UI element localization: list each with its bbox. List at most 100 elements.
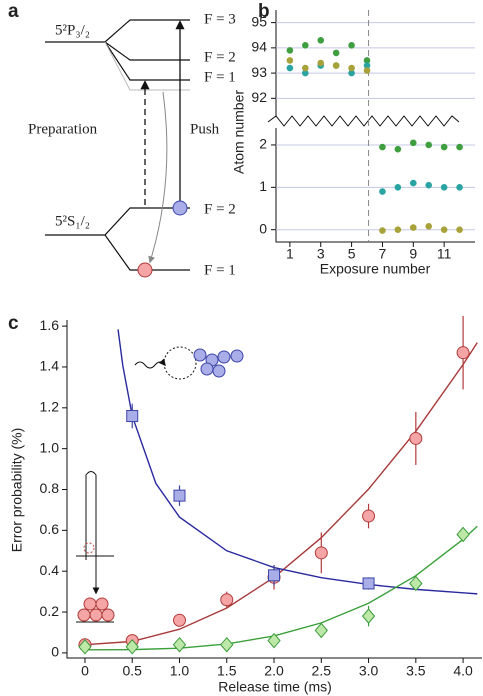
y-tick-label: 92 — [251, 89, 267, 105]
point — [379, 188, 386, 195]
inset-release — [76, 471, 115, 623]
f-label: F = 3 — [204, 11, 236, 27]
p-levels — [45, 19, 190, 81]
f-label: F = 2 — [204, 201, 236, 217]
x-tick-label: 1 — [286, 246, 294, 262]
point — [456, 526, 470, 543]
point — [440, 184, 448, 191]
point — [220, 593, 234, 607]
x-tick-label: 0.5 — [122, 663, 142, 679]
y-tick-label: 1.2 — [40, 399, 60, 415]
point — [456, 346, 470, 360]
f-label: F = 2 — [204, 49, 236, 65]
axis — [66, 320, 482, 659]
x-tick-label: 7 — [379, 246, 387, 262]
point — [409, 179, 417, 187]
point — [409, 431, 423, 445]
y-tick-label: 0.6 — [40, 521, 60, 537]
point — [267, 632, 281, 649]
point — [363, 57, 371, 64]
y-axis-label: Atom number — [231, 90, 247, 174]
point — [348, 64, 355, 72]
point — [286, 47, 294, 54]
point — [456, 184, 463, 191]
x-tick-label: 3.5 — [406, 663, 426, 679]
level-label: 5²P₃/₂ — [55, 22, 90, 38]
point — [425, 181, 433, 189]
y-tick-label: 93 — [251, 64, 267, 80]
level-label: 5²S₁/₂ — [55, 213, 90, 229]
y-tick-label: 95 — [251, 13, 267, 29]
panel-label: c — [8, 313, 19, 334]
y-tick-label: 1.6 — [40, 317, 60, 333]
y-tick-label: 0.4 — [40, 562, 60, 578]
point — [425, 223, 433, 230]
point — [362, 577, 375, 590]
decay-arrow — [148, 91, 168, 264]
point — [302, 64, 309, 72]
point — [172, 636, 187, 653]
atom — [137, 262, 153, 278]
x-tick-label: 2.5 — [312, 663, 332, 679]
x-tick-label: 3.0 — [359, 663, 379, 679]
arrow-label: Push — [190, 121, 220, 137]
y-tick-label: 1.0 — [40, 439, 60, 455]
point — [172, 613, 186, 627]
x-axis-label: Exposure number — [320, 261, 431, 277]
virtual-level — [104, 41, 190, 91]
fit-line — [84, 342, 478, 646]
atom — [172, 200, 188, 216]
y-tick-label: 1.4 — [40, 358, 60, 374]
point — [456, 226, 463, 234]
point — [268, 569, 281, 582]
axis-break — [267, 115, 460, 127]
point — [302, 69, 309, 77]
arrow-label: Preparation — [28, 121, 98, 137]
f-label: F = 1 — [204, 69, 236, 85]
point — [314, 622, 328, 639]
panel-label: b — [258, 1, 270, 22]
point — [456, 143, 463, 151]
point — [332, 62, 340, 69]
point — [379, 227, 386, 234]
point — [440, 226, 448, 234]
point — [394, 226, 402, 234]
fit-line — [117, 329, 478, 595]
x-axis-label: Release time (ms) — [218, 679, 332, 695]
point — [317, 59, 325, 67]
y-tick-label: 1 — [259, 178, 267, 194]
point — [125, 638, 139, 655]
point — [332, 49, 340, 57]
point — [394, 184, 402, 191]
point — [440, 143, 448, 151]
x-tick-label: 11 — [437, 246, 452, 262]
y-tick-label: 0 — [259, 220, 267, 236]
point — [409, 224, 417, 231]
x-tick-label: 1.5 — [217, 663, 237, 679]
panel-a: a 5²P₃/₂ 5²S₁/₂ F = 3 F = 2 F = 1 F = 2 … — [8, 1, 236, 278]
f-label: F = 1 — [204, 262, 236, 278]
y-axis-label: Error probability (%) — [9, 428, 25, 552]
point — [425, 141, 433, 149]
point — [173, 489, 186, 502]
point — [363, 62, 371, 69]
point — [286, 57, 294, 64]
x-tick-label: 2.0 — [264, 663, 284, 679]
x-tick-label: 3 — [317, 246, 325, 262]
point — [126, 409, 139, 422]
x-tick-label: 5 — [348, 246, 356, 262]
point — [361, 608, 376, 624]
panel-c: c Error probability (%) Release time (ms… — [8, 313, 482, 695]
y-tick-label: 94 — [251, 39, 267, 55]
x-tick-label: 4.0 — [453, 663, 473, 679]
y-tick-label: 2 — [259, 136, 267, 152]
point — [409, 139, 417, 147]
y-tick-label: 0 — [51, 644, 59, 660]
fit-line — [84, 525, 478, 651]
y-tick-label: 0.8 — [40, 480, 60, 496]
point — [394, 145, 402, 153]
inset-push — [134, 346, 244, 380]
x-tick-label: 0 — [81, 663, 89, 679]
y-tick-label: 0.2 — [40, 603, 60, 619]
